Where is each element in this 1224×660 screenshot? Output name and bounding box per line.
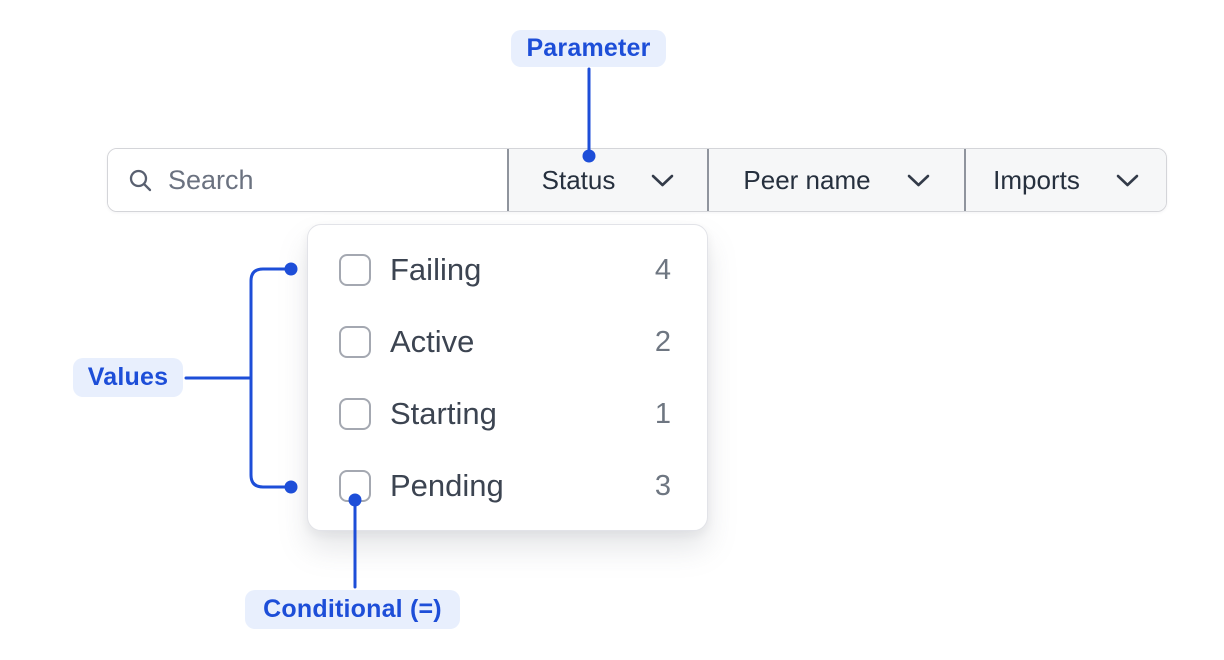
status-option-count: 3 — [654, 469, 671, 502]
dropdown-status-label: Status — [541, 164, 616, 195]
status-option-row[interactable]: Failing 4 — [308, 234, 707, 306]
search-icon — [129, 169, 152, 191]
status-option-row[interactable]: Starting 1 — [308, 378, 707, 450]
status-option-label: Pending — [390, 468, 504, 503]
search-input[interactable] — [168, 164, 468, 196]
dropdown-status[interactable]: Status — [507, 149, 707, 211]
chevron-down-icon — [907, 174, 929, 186]
parameter-annotation-pill: Parameter — [511, 30, 666, 67]
status-option-label: Failing — [390, 252, 482, 287]
dropdown-imports[interactable]: Imports — [964, 149, 1166, 211]
status-option-row[interactable]: Active 2 — [308, 306, 707, 378]
values-bracket-top-dot — [284, 262, 298, 276]
status-option-count: 1 — [654, 397, 671, 430]
checkbox[interactable] — [339, 398, 371, 430]
status-option-count: 2 — [654, 325, 671, 358]
dropdown-peer-name-label: Peer name — [743, 164, 871, 195]
values-bracket-bottom-dot — [284, 480, 298, 494]
search-field[interactable] — [108, 149, 507, 211]
checkbox[interactable] — [339, 254, 371, 286]
chevron-down-icon — [1116, 174, 1139, 186]
status-option-label: Starting — [390, 396, 497, 431]
status-option-row[interactable]: Pending 3 — [308, 450, 707, 522]
status-option-count: 4 — [654, 253, 671, 286]
status-option-label: Active — [390, 324, 475, 359]
checkbox[interactable] — [339, 470, 371, 502]
checkbox[interactable] — [339, 326, 371, 358]
dropdown-imports-label: Imports — [993, 164, 1080, 195]
filter-bar: Status Peer name Imports — [107, 148, 1167, 212]
values-bracket-line — [249, 267, 290, 489]
conditional-annotation-pill: Conditional (=) — [245, 590, 460, 629]
dropdown-peer-name[interactable]: Peer name — [707, 149, 964, 211]
status-filter-menu: Failing 4 Active 2 Starting 1 Pending 3 — [307, 224, 708, 531]
chevron-down-icon — [652, 174, 674, 186]
values-annotation-pill: Values — [73, 358, 183, 397]
